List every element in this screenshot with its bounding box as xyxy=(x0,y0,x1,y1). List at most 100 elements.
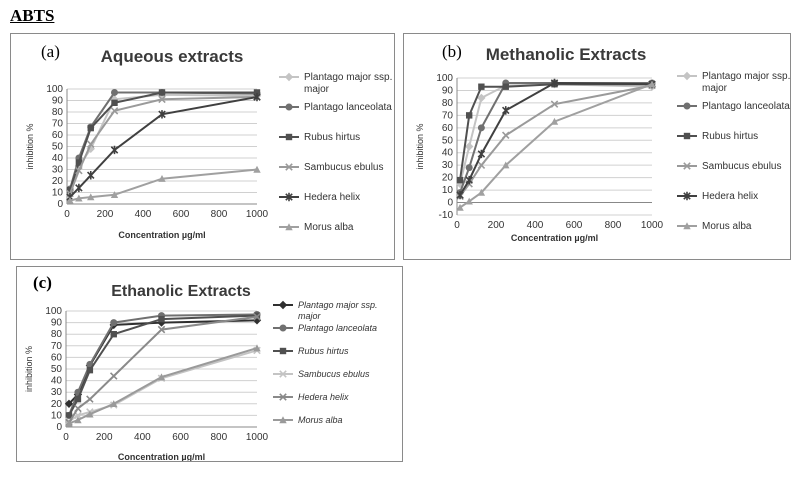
ethanolic-title: Ethanolic Extracts xyxy=(111,283,251,300)
methanolic-point-morus-alba xyxy=(648,80,656,88)
ethanolic-point-plantago-major-ssp-major xyxy=(64,399,74,408)
chart-ethanolic: Ethanolic Extracts0102030405060708090100… xyxy=(24,283,378,461)
aqueous-legend-item-sambucus-ebulus: Sambucus ebulus xyxy=(279,162,384,173)
ethanolic-y-tick-label: 40 xyxy=(51,376,63,387)
ethanolic-point-morus-alba xyxy=(86,410,94,418)
aqueous-series-rubus-hirtus xyxy=(66,89,261,194)
aqueous-legend-item-hedera-helix: Hedera helix xyxy=(279,192,360,203)
aqueous-y-tick-label: 70 xyxy=(52,119,64,130)
aqueous-y-tick-label: 90 xyxy=(52,96,64,107)
methanolic-legend-swatch-marker xyxy=(683,222,691,230)
ethanolic-point-hedera-helix xyxy=(253,313,261,321)
aqueous-point-morus-alba xyxy=(75,194,83,202)
aqueous-gridlines xyxy=(67,88,257,205)
ethanolic-point-hedera-helix xyxy=(74,404,82,413)
aqueous-y-tick-label: 80 xyxy=(52,107,64,118)
ethanolic-point-plantago-lanceolata xyxy=(110,319,118,327)
methanolic-series-plantago-major-ssp-major xyxy=(455,80,657,189)
methanolic-point-hedera-helix xyxy=(550,78,559,88)
aqueous-legend-swatch-marker xyxy=(285,192,293,202)
aqueous-point-hedera-helix xyxy=(110,145,119,155)
aqueous-point-morus-alba xyxy=(158,175,166,182)
panel-tag-a: (a) xyxy=(41,42,60,61)
aqueous-line-plantago-lanceolata xyxy=(69,91,258,190)
aqueous-y-tick-label: 30 xyxy=(52,165,64,176)
methanolic-y-tick-label: 70 xyxy=(442,110,454,121)
ethanolic-legend-swatch-marker xyxy=(279,416,287,424)
ethanolic-legend-swatch-marker xyxy=(278,300,288,310)
aqueous-point-hedera-helix xyxy=(158,110,166,119)
ethanolic-point-hedera-helix xyxy=(157,325,166,334)
ethanolic-y-tick-label: 10 xyxy=(51,410,63,421)
aqueous-legend-item-plantago-lanceolata: Plantago lanceolata xyxy=(279,102,392,113)
aqueous-x-axis-label: Concentration µg/ml xyxy=(118,230,205,240)
methanolic-line-rubus-hirtus xyxy=(459,83,652,181)
methanolic-x-tick-label: 0 xyxy=(454,220,460,231)
methanolic-line-hedera-helix xyxy=(459,81,653,196)
ethanolic-y-tick-label: 30 xyxy=(51,387,63,398)
ethanolic-point-morus-alba xyxy=(74,416,82,424)
ethanolic-point-rubus-hirtus xyxy=(65,412,73,419)
methanolic-x-tick-label: 800 xyxy=(605,220,622,231)
methanolic-legend-item-rubus-hirtus: Rubus hirtus xyxy=(677,131,758,142)
aqueous-point-morus-alba xyxy=(87,193,95,201)
methanolic-line-plantago-lanceolata xyxy=(459,82,652,193)
aqueous-y-tick-label: 40 xyxy=(52,153,64,164)
ethanolic-point-hedera-helix xyxy=(109,372,118,380)
methanolic-line-plantago-major-ssp-major xyxy=(459,83,653,185)
aqueous-line-plantago-major-ssp-major xyxy=(69,93,258,191)
ethanolic-point-hedera-helix xyxy=(86,395,94,403)
aqueous-title: Aqueous extracts xyxy=(101,47,244,66)
methanolic-legend-label: Morus alba xyxy=(702,221,752,232)
ethanolic-y-tick-label: 50 xyxy=(51,364,63,375)
methanolic-y-tick-label: 20 xyxy=(442,173,454,184)
ethanolic-y-tick-label: 80 xyxy=(51,329,63,340)
aqueous-legend-swatch-marker xyxy=(285,103,293,111)
chart-panel-aqueous: (a) Aqueous extracts 0 10 20 30 40 50 60 70 80 90 1… xyxy=(10,33,395,260)
ethanolic-x-tick-label: 600 xyxy=(172,432,189,443)
aqueous-y-tick-label: 100 xyxy=(46,84,63,95)
aqueous-point-rubus-hirtus xyxy=(87,124,94,132)
aqueous-y-tick-label: 60 xyxy=(52,130,64,141)
methanolic-x-tick-label: 400 xyxy=(527,220,544,231)
methanolic-point-sambucus-ebulus xyxy=(501,131,510,140)
methanolic-y-tick-label: 50 xyxy=(442,135,454,146)
ethanolic-point-rubus-hirtus xyxy=(253,312,261,319)
methanolic-legend-label: Hedera helix xyxy=(702,191,758,202)
methanolic-y-tick-label: 0 xyxy=(447,198,453,209)
methanolic-x-tick-label: 600 xyxy=(566,220,583,231)
aqueous-x-tick-label: 400 xyxy=(135,209,152,220)
methanolic-legend-swatch-marker xyxy=(683,132,691,140)
aqueous-x-tick-label: 0 xyxy=(64,209,70,220)
methanolic-y-tick-label: 10 xyxy=(442,185,454,196)
aqueous-line-rubus-hirtus xyxy=(69,91,257,191)
aqueous-point-hedera-helix xyxy=(75,183,83,193)
aqueous-x-tick-label: 600 xyxy=(173,209,190,220)
figure-header: ABTS xyxy=(10,6,55,25)
methanolic-point-plantago-lanceolata xyxy=(465,164,473,172)
aqueous-point-hedera-helix xyxy=(86,171,95,180)
methanolic-legend-item-plantago-lanceolata: Plantago lanceolata xyxy=(677,101,790,112)
methanolic-y-tick-label: 90 xyxy=(442,85,454,96)
methanolic-point-morus-alba xyxy=(477,188,486,196)
ethanolic-legend-swatch-marker xyxy=(279,347,287,355)
aqueous-legend-swatch-marker xyxy=(285,223,293,231)
methanolic-y-axis-label: inhibition % xyxy=(415,123,425,169)
aqueous-line-morus-alba xyxy=(69,168,258,202)
aqueous-legend-label: Morus alba xyxy=(304,222,354,233)
aqueous-y-tick-label: 20 xyxy=(52,176,64,187)
methanolic-y-tick-label: 60 xyxy=(442,123,454,134)
ethanolic-series-morus-alba xyxy=(65,344,261,427)
methanolic-point-hedera-helix xyxy=(465,175,473,185)
methanolic-legend-swatch-marker xyxy=(683,191,691,201)
aqueous-point-sambucus-ebulus xyxy=(110,107,119,115)
methanolic-point-sambucus-ebulus xyxy=(550,100,559,108)
ethanolic-y-tick-label: 100 xyxy=(45,306,62,317)
ethanolic-legend-item-sambucus-ebulus: Sambucus ebulus xyxy=(273,369,370,379)
methanolic-series-hedera-helix xyxy=(456,78,656,200)
methanolic-point-hedera-helix xyxy=(477,149,486,159)
methanolic-point-plantago-major-ssp-major xyxy=(477,93,486,103)
methanolic-series-morus-alba xyxy=(456,80,656,211)
aqueous-legend-label: Plantago major ssp. major xyxy=(304,72,392,95)
